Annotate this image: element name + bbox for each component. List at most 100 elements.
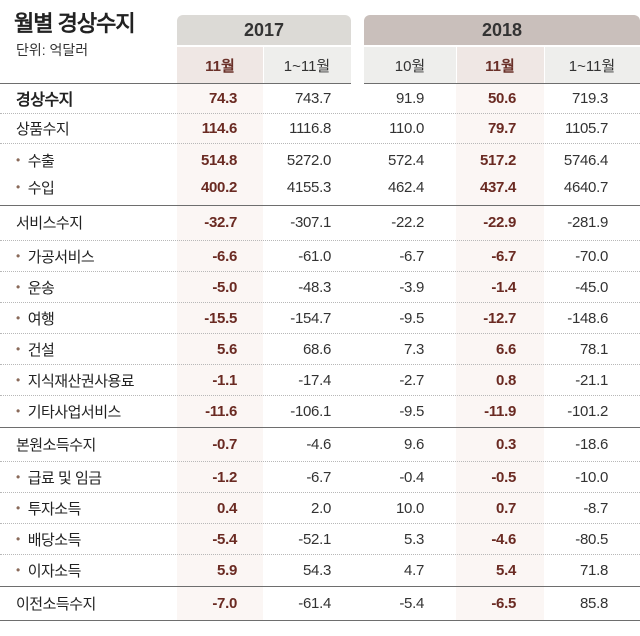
row-label: • 여행 bbox=[16, 303, 55, 333]
cell-2018-nov: -6.7 bbox=[491, 247, 516, 265]
row-label: 서비스수지 bbox=[16, 207, 83, 237]
cell-2017-jan-nov: 1116.8 bbox=[289, 119, 331, 137]
cell-2017-nov: -32.7 bbox=[204, 213, 237, 231]
row-divider bbox=[0, 271, 640, 272]
cell-2018-jan-nov: 5746.4 bbox=[563, 151, 608, 169]
cell-2017-jan-nov: -17.4 bbox=[298, 371, 331, 389]
cell-2018-oct: -2.7 bbox=[399, 371, 424, 389]
cell-2018-jan-nov: 85.8 bbox=[580, 594, 608, 612]
col-header-2018-oct: 10월 bbox=[364, 47, 456, 83]
cell-2017-nov: 5.6 bbox=[217, 340, 237, 358]
table-row: • 운송 -5.0 -48.3 -3.9 -1.4 -45.0 bbox=[0, 272, 640, 302]
cell-2017-nov: 5.9 bbox=[217, 561, 237, 579]
cell-2018-nov: 0.3 bbox=[496, 435, 516, 453]
cell-2017-nov: 114.6 bbox=[201, 119, 238, 137]
row-label: • 이자소득 bbox=[16, 555, 81, 585]
row-divider bbox=[0, 554, 640, 555]
unit-label: 단위: 억달러 bbox=[16, 42, 89, 58]
header-divider bbox=[544, 47, 545, 83]
row-label-text: 가공서비스 bbox=[27, 248, 95, 266]
cell-2017-nov: 74.3 bbox=[209, 89, 237, 107]
bullet-icon: • bbox=[16, 501, 20, 515]
table-row: 이전소득수지 -7.0 -61.4 -5.4 -6.5 85.8 bbox=[0, 588, 640, 618]
row-label: • 투자소득 bbox=[16, 493, 81, 523]
cell-2017-jan-nov: -154.7 bbox=[290, 309, 331, 327]
cell-2018-oct: 572.4 bbox=[387, 151, 424, 169]
bullet-icon: • bbox=[16, 532, 20, 546]
bullet-icon: • bbox=[16, 373, 20, 387]
cell-2018-nov: -0.5 bbox=[491, 468, 516, 486]
row-label: • 급료 및 임금 bbox=[16, 462, 102, 492]
row-divider bbox=[0, 240, 640, 241]
highlight-band-2017-nov bbox=[177, 83, 263, 621]
cell-2018-oct: -5.4 bbox=[399, 594, 424, 612]
cell-2018-oct: 4.7 bbox=[404, 561, 424, 579]
cell-2017-jan-nov: -6.7 bbox=[306, 468, 331, 486]
bullet-icon: • bbox=[16, 311, 20, 325]
row-label-text: 지식재산권사용료 bbox=[27, 372, 135, 390]
row-label-text: 서비스수지 bbox=[16, 214, 83, 232]
table-row: • 기타사업서비스 -11.6 -106.1 -9.5 -11.9 -101.2 bbox=[0, 396, 640, 426]
row-label-text: 상품수지 bbox=[16, 120, 70, 138]
cell-2018-nov: 6.6 bbox=[496, 340, 516, 358]
cell-2017-jan-nov: 2.0 bbox=[311, 499, 331, 517]
row-label: • 건설 bbox=[16, 334, 55, 364]
table-row: • 건설 5.6 68.6 7.3 6.6 78.1 bbox=[0, 334, 640, 364]
cell-2018-nov: -22.9 bbox=[483, 213, 516, 231]
cell-2018-oct: -9.5 bbox=[399, 309, 424, 327]
cell-2018-oct: -3.9 bbox=[399, 278, 424, 296]
bullet-icon: • bbox=[16, 249, 20, 263]
divider-gap bbox=[351, 82, 364, 86]
cell-2018-oct: -6.7 bbox=[399, 247, 424, 265]
cell-2018-oct: 7.3 bbox=[404, 340, 424, 358]
cell-2018-nov: 0.7 bbox=[496, 499, 516, 517]
row-label-text: 운송 bbox=[27, 279, 55, 297]
row-label: 상품수지 bbox=[16, 113, 70, 143]
row-label-text: 수입 bbox=[27, 179, 55, 197]
row-divider bbox=[0, 492, 640, 493]
table-row: • 이자소득 5.9 54.3 4.7 5.4 71.8 bbox=[0, 555, 640, 585]
cell-2018-nov: -12.7 bbox=[483, 309, 516, 327]
table-row: • 배당소득 -5.4 -52.1 5.3 -4.6 -80.5 bbox=[0, 524, 640, 554]
row-label: • 배당소득 bbox=[16, 524, 81, 554]
row-label: 이전소득수지 bbox=[16, 588, 96, 618]
row-divider bbox=[0, 620, 640, 621]
table-row: 본원소득수지 -0.7 -4.6 9.6 0.3 -18.6 bbox=[0, 429, 640, 459]
table-row: • 수입 400.2 4155.3 462.4 437.4 4640.7 bbox=[0, 172, 640, 202]
cell-2018-jan-nov: -281.9 bbox=[567, 213, 608, 231]
bullet-icon: • bbox=[16, 563, 20, 577]
cell-2017-jan-nov: -106.1 bbox=[290, 402, 331, 420]
row-label-text: 건설 bbox=[27, 341, 55, 359]
cell-2018-nov: 437.4 bbox=[479, 178, 516, 196]
row-divider bbox=[0, 427, 640, 428]
col-header-2018-nov: 11월 bbox=[456, 47, 544, 83]
col-header-2017-nov: 11월 bbox=[177, 47, 263, 83]
cell-2017-nov: -5.0 bbox=[212, 278, 237, 296]
row-label-text: 투자소득 bbox=[27, 500, 82, 518]
cell-2018-oct: -0.4 bbox=[399, 468, 424, 486]
row-label: • 수입 bbox=[16, 172, 55, 202]
cell-2018-jan-nov: 4640.7 bbox=[563, 178, 608, 196]
row-label: 본원소득수지 bbox=[16, 429, 96, 459]
row-label: • 기타사업서비스 bbox=[16, 396, 121, 426]
cell-2018-jan-nov: 719.3 bbox=[571, 89, 608, 107]
table-row: 상품수지 114.6 1116.8 110.0 79.7 1105.7 bbox=[0, 113, 640, 143]
cell-2018-nov: 50.6 bbox=[488, 89, 516, 107]
row-divider bbox=[0, 205, 640, 206]
row-label-text: 기타사업서비스 bbox=[27, 403, 122, 421]
cell-2017-nov: 400.2 bbox=[200, 178, 237, 196]
row-label-text: 여행 bbox=[27, 310, 55, 328]
cell-2018-jan-nov: 71.8 bbox=[580, 561, 608, 579]
bullet-icon: • bbox=[16, 470, 20, 484]
cell-2018-nov: -4.6 bbox=[491, 530, 516, 548]
row-label-text: 수출 bbox=[27, 152, 55, 170]
cell-2018-oct: 462.4 bbox=[387, 178, 424, 196]
cell-2018-jan-nov: 78.1 bbox=[580, 340, 608, 358]
cell-2018-jan-nov: -18.6 bbox=[575, 435, 608, 453]
table-row: • 여행 -15.5 -154.7 -9.5 -12.7 -148.6 bbox=[0, 303, 640, 333]
row-divider bbox=[0, 523, 640, 524]
row-label-text: 이자소득 bbox=[27, 562, 82, 580]
row-label-text: 배당소득 bbox=[27, 531, 82, 549]
header-divider bbox=[263, 47, 264, 83]
row-label: • 수출 bbox=[16, 145, 55, 175]
